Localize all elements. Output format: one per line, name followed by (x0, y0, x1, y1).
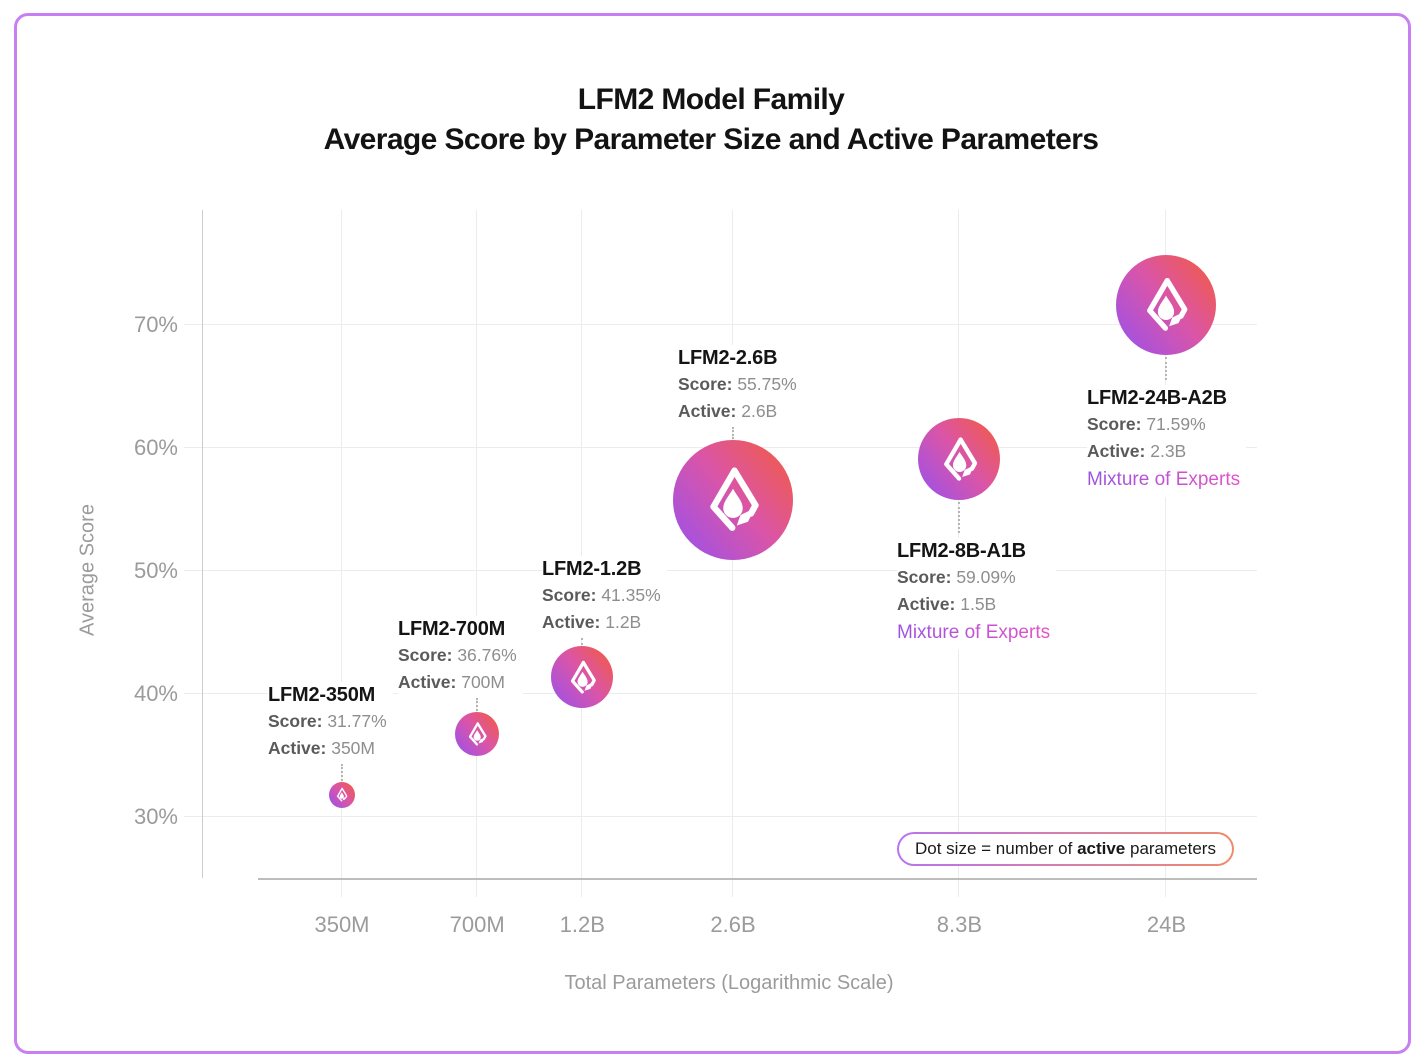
x-tick-label: 24B (1146, 912, 1186, 937)
model-annotation: LFM2-350M Score: 31.77% Active: 350M (268, 682, 393, 764)
model-annotation: LFM2-8B-A1B Score: 59.09% Active: 1.5B Mixt… (897, 538, 1057, 650)
chart-title-line2: Average Score by Parameter Size and Acti… (323, 123, 1099, 156)
score-row: Score: 71.59% (1087, 411, 1240, 438)
score-key: Score: (897, 567, 957, 587)
score-value: 41.35% (601, 585, 661, 605)
mixture-of-experts-label: Mixture of Experts (897, 618, 1050, 648)
model-name-label: LFM2-8B-A1B (897, 540, 1026, 562)
x-axis-line (258, 878, 1257, 880)
active-row: Active: 2.3B (1087, 438, 1240, 465)
active-value: 2.6B (741, 401, 778, 421)
active-value: 2.3B (1150, 441, 1187, 461)
y-tick-label: 70% (133, 312, 178, 337)
active-key: Active: (542, 612, 606, 632)
y-tick-label: 40% (133, 681, 178, 706)
model-bubble (329, 782, 355, 809)
y-tick-label: 30% (133, 804, 178, 829)
score-value: 36.76% (457, 645, 517, 665)
active-value: 700M (461, 672, 505, 692)
model-name-label: LFM2-2.6B (678, 347, 778, 369)
active-row: Active: 350M (268, 735, 387, 762)
active-key: Active: (398, 672, 462, 692)
legend-text: Dot size = number of active parameters (899, 834, 1232, 864)
model-annotation: LFM2-24B-A2B Score: 71.59% Active: 2.3B Mix… (1087, 385, 1247, 497)
model-name-label: LFM2-350M (268, 684, 376, 706)
model-annotation: LFM2-1.2B Score: 41.35% Active: 1.2B (542, 556, 667, 638)
model-bubble (551, 646, 614, 709)
score-key: Score: (268, 711, 328, 731)
score-row: Score: 41.35% (542, 582, 661, 609)
leader-line (1165, 357, 1168, 380)
vertical-gridline (341, 210, 342, 897)
horizontal-gridline (184, 570, 1257, 571)
mixture-of-experts-label: Mixture of Experts (1087, 465, 1240, 495)
active-row: Active: 1.2B (542, 609, 661, 636)
model-bubble (918, 418, 1001, 501)
score-row: Score: 36.76% (398, 642, 517, 669)
active-row: Active: 700M (398, 669, 517, 696)
active-value: 1.5B (960, 594, 997, 614)
model-bubble (1116, 255, 1217, 356)
x-tick-label: 8.3B (936, 912, 982, 937)
vertical-gridline (476, 210, 478, 897)
leader-line (476, 698, 479, 711)
active-key: Active: (897, 594, 961, 614)
score-key: Score: (678, 374, 738, 394)
x-tick-label: 1.2B (559, 912, 605, 937)
liquid-drop-icon (710, 467, 759, 532)
active-key: Active: (678, 401, 742, 421)
chart-title: LFM2 Model Family Average Score by Param… (0, 80, 1422, 160)
model-name-label: LFM2-24B-A2B (1087, 387, 1227, 409)
legend-text-suffix: parameters (1125, 839, 1216, 858)
score-value: 59.09% (956, 567, 1016, 587)
score-row: Score: 31.77% (268, 708, 387, 735)
leader-line (341, 764, 343, 782)
score-key: Score: (398, 645, 458, 665)
legend-text-bold: active (1077, 839, 1126, 858)
score-row: Score: 55.75% (678, 371, 797, 398)
x-tick-label: 2.6B (710, 912, 756, 937)
horizontal-gridline (184, 816, 1257, 817)
model-bubble (673, 440, 794, 561)
score-key: Score: (542, 585, 602, 605)
x-axis-title: Total Parameters (Logarithmic Scale) (564, 972, 894, 994)
liquid-drop-icon (468, 721, 487, 746)
liquid-drop-icon (570, 660, 596, 694)
y-tick-label: 50% (133, 558, 178, 583)
leader-line (581, 638, 584, 646)
horizontal-gridline (184, 693, 1257, 694)
liquid-drop-icon (1147, 278, 1188, 332)
leader-line (732, 427, 735, 440)
score-value: 31.77% (327, 711, 387, 731)
score-row: Score: 59.09% (897, 564, 1050, 591)
active-row: Active: 1.5B (897, 591, 1050, 618)
score-key: Score: (1087, 414, 1147, 434)
vertical-gridline (581, 210, 583, 897)
x-tick-label: 350M (314, 912, 370, 937)
chart-title-line1: LFM2 Model Family (577, 83, 845, 116)
model-bubble (455, 711, 500, 756)
liquid-drop-icon (337, 788, 348, 802)
active-row: Active: 2.6B (678, 398, 797, 425)
score-value: 55.75% (737, 374, 797, 394)
model-annotation: LFM2-2.6B Score: 55.75% Active: 2.6B (678, 345, 803, 427)
y-axis-line (202, 210, 203, 878)
x-tick-label: 700M (449, 912, 505, 937)
active-value: 1.2B (605, 612, 642, 632)
leader-line (958, 502, 961, 533)
active-value: 350M (331, 738, 375, 758)
y-tick-label: 60% (133, 435, 178, 460)
score-value: 71.59% (1146, 414, 1206, 434)
horizontal-gridline (184, 324, 1257, 325)
liquid-drop-icon (943, 437, 977, 481)
model-name-label: LFM2-700M (398, 618, 506, 640)
model-name-label: LFM2-1.2B (542, 558, 642, 580)
vertical-gridline (1165, 210, 1167, 897)
legend-box: Dot size = number of active parameters (897, 832, 1234, 866)
active-key: Active: (268, 738, 332, 758)
legend-text-prefix: Dot size = number of (915, 839, 1078, 858)
model-annotation: LFM2-700M Score: 36.76% Active: 700M (398, 616, 523, 698)
active-key: Active: (1087, 441, 1151, 461)
